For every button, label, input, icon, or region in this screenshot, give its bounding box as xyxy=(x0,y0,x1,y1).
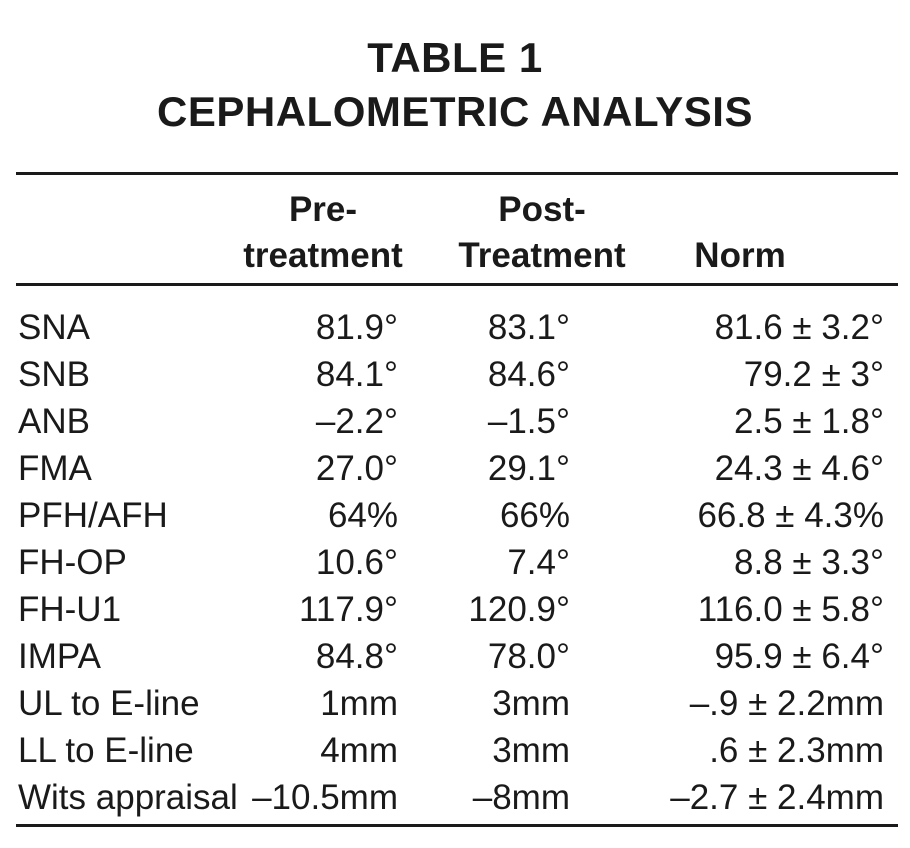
pretreatment-value: 1mm xyxy=(320,684,398,723)
norm-value: 79.2 ± 3° xyxy=(743,355,884,394)
row-label: FH-U1 xyxy=(18,590,122,629)
table-row: FH-U1 117.9° 120.9° 116.0 ± 5.8° xyxy=(16,588,898,635)
table-row: FH-OP 10.6° 7.4° 8.8 ± 3.3° xyxy=(16,541,898,588)
table-title: CEPHALOMETRIC ANALYSIS xyxy=(157,88,753,135)
row-label: PFH/AFH xyxy=(18,496,168,535)
row-label: ANB xyxy=(18,402,90,441)
pretreatment-value: 117.9° xyxy=(299,590,398,629)
row-label: UL to E-line xyxy=(18,684,200,723)
pretreatment-value: 10.6° xyxy=(315,543,398,582)
norm-value: 95.9 ± 6.4° xyxy=(714,637,884,676)
norm-value: 2.5 ± 1.8° xyxy=(734,402,884,441)
table-row: SNB 84.1° 84.6° 79.2 ± 3° xyxy=(16,353,898,400)
header-norm: Norm xyxy=(694,236,786,275)
row-label: SNA xyxy=(18,308,90,347)
posttreatment-value: –1.5° xyxy=(487,402,570,441)
pretreatment-value: 81.9° xyxy=(315,308,398,347)
posttreatment-value: 29.1° xyxy=(487,449,570,488)
table-number: TABLE 1 xyxy=(367,34,543,81)
header-pretreatment-line2: treatment xyxy=(243,236,403,275)
table-body: SNA 81.9° 83.1° 81.6 ± 3.2° SNB 84.1° 84… xyxy=(16,306,898,823)
posttreatment-value: 3mm xyxy=(492,684,570,723)
norm-value: –.9 ± 2.2mm xyxy=(689,684,884,723)
pretreatment-value: 4mm xyxy=(320,731,398,770)
table-row: Wits appraisal –10.5mm –8mm –2.7 ± 2.4mm xyxy=(16,776,898,823)
table-row: FMA 27.0° 29.1° 24.3 ± 4.6° xyxy=(16,447,898,494)
bottom-rule xyxy=(16,824,898,827)
posttreatment-value: 3mm xyxy=(492,731,570,770)
row-label: LL to E-line xyxy=(18,731,194,770)
header-pretreatment-line1: Pre- xyxy=(288,190,358,229)
posttreatment-value: 120.9° xyxy=(468,590,570,629)
norm-value: 8.8 ± 3.3° xyxy=(734,543,884,582)
table-row: IMPA 84.8° 78.0° 95.9 ± 6.4° xyxy=(16,635,898,682)
norm-value: 24.3 ± 4.6° xyxy=(714,449,884,488)
posttreatment-value: 7.4° xyxy=(507,543,570,582)
posttreatment-value: –8mm xyxy=(472,778,570,817)
posttreatment-value: 78.0° xyxy=(487,637,570,676)
norm-value: –2.7 ± 2.4mm xyxy=(670,778,884,817)
row-label: FMA xyxy=(18,449,92,488)
header-rule xyxy=(16,283,898,286)
row-label: IMPA xyxy=(18,637,101,676)
posttreatment-value: 83.1° xyxy=(487,308,570,347)
row-label: SNB xyxy=(18,355,90,394)
pretreatment-value: 64% xyxy=(327,496,398,535)
norm-value: .6 ± 2.3mm xyxy=(709,731,884,770)
table-row: LL to E-line 4mm 3mm .6 ± 2.3mm xyxy=(16,729,898,776)
posttreatment-value: 84.6° xyxy=(487,355,570,394)
pretreatment-value: –2.2° xyxy=(315,402,398,441)
table-row: UL to E-line 1mm 3mm –.9 ± 2.2mm xyxy=(16,682,898,729)
norm-value: 66.8 ± 4.3% xyxy=(697,496,884,535)
pretreatment-value: –10.5mm xyxy=(252,778,398,817)
table-row: PFH/AFH 64% 66% 66.8 ± 4.3% xyxy=(16,494,898,541)
pretreatment-value: 27.0° xyxy=(315,449,398,488)
pretreatment-value: 84.8° xyxy=(315,637,398,676)
table-row: ANB –2.2° –1.5° 2.5 ± 1.8° xyxy=(16,400,898,447)
header-posttreatment-line1: Post- xyxy=(498,190,586,229)
header-posttreatment-line2: Treatment xyxy=(458,236,626,275)
row-label: FH-OP xyxy=(18,543,127,582)
table-row: SNA 81.9° 83.1° 81.6 ± 3.2° xyxy=(16,306,898,353)
norm-value: 116.0 ± 5.8° xyxy=(697,590,884,629)
norm-value: 81.6 ± 3.2° xyxy=(714,308,884,347)
pretreatment-value: 84.1° xyxy=(315,355,398,394)
posttreatment-value: 66% xyxy=(499,496,570,535)
top-rule xyxy=(16,172,898,175)
row-label: Wits appraisal xyxy=(18,778,238,817)
